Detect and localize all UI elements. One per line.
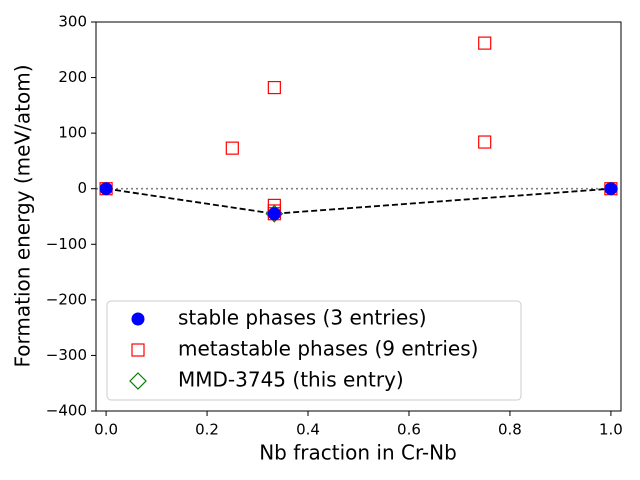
x-tick-label: 0.8	[498, 421, 522, 439]
y-axis-label: Formation energy (meV/atom)	[11, 65, 35, 368]
y-tick-label: −400	[46, 402, 87, 420]
x-tick-label: 0.6	[397, 421, 421, 439]
x-tick-label: 1.0	[599, 421, 623, 439]
legend-box	[106, 300, 522, 401]
y-tick-label: −300	[46, 346, 87, 364]
point	[267, 207, 281, 221]
legend-label: MMD-3745 (this entry)	[178, 368, 404, 392]
y-tick-label: 100	[58, 124, 87, 142]
point	[478, 135, 492, 149]
x-tick-label: 0.0	[94, 421, 118, 439]
point	[478, 36, 492, 50]
legend-marker	[131, 312, 145, 326]
point	[267, 80, 281, 95]
y-tick-label: 200	[58, 68, 87, 86]
point	[99, 182, 113, 196]
legend-marker	[129, 372, 147, 390]
x-tick-label: 0.2	[195, 421, 219, 439]
x-axis-label: Nb fraction in Cr-Nb	[259, 441, 457, 465]
y-tick-label: 0	[77, 179, 87, 197]
legend-marker	[131, 343, 145, 357]
y-tick-label: 300	[58, 13, 87, 31]
y-tick-label: −200	[46, 290, 87, 308]
plot-frame	[95, 21, 622, 412]
y-tick-label: −100	[46, 235, 87, 253]
legend: stable phases (3 entries) metastable phas…	[106, 300, 522, 401]
legend-label: stable phases (3 entries)	[178, 306, 427, 330]
x-tick-label: 0.4	[296, 421, 320, 439]
point	[604, 182, 618, 196]
point	[225, 141, 239, 155]
legend-label: metastable phases (9 entries)	[178, 337, 478, 361]
hull-line	[105, 187, 611, 215]
